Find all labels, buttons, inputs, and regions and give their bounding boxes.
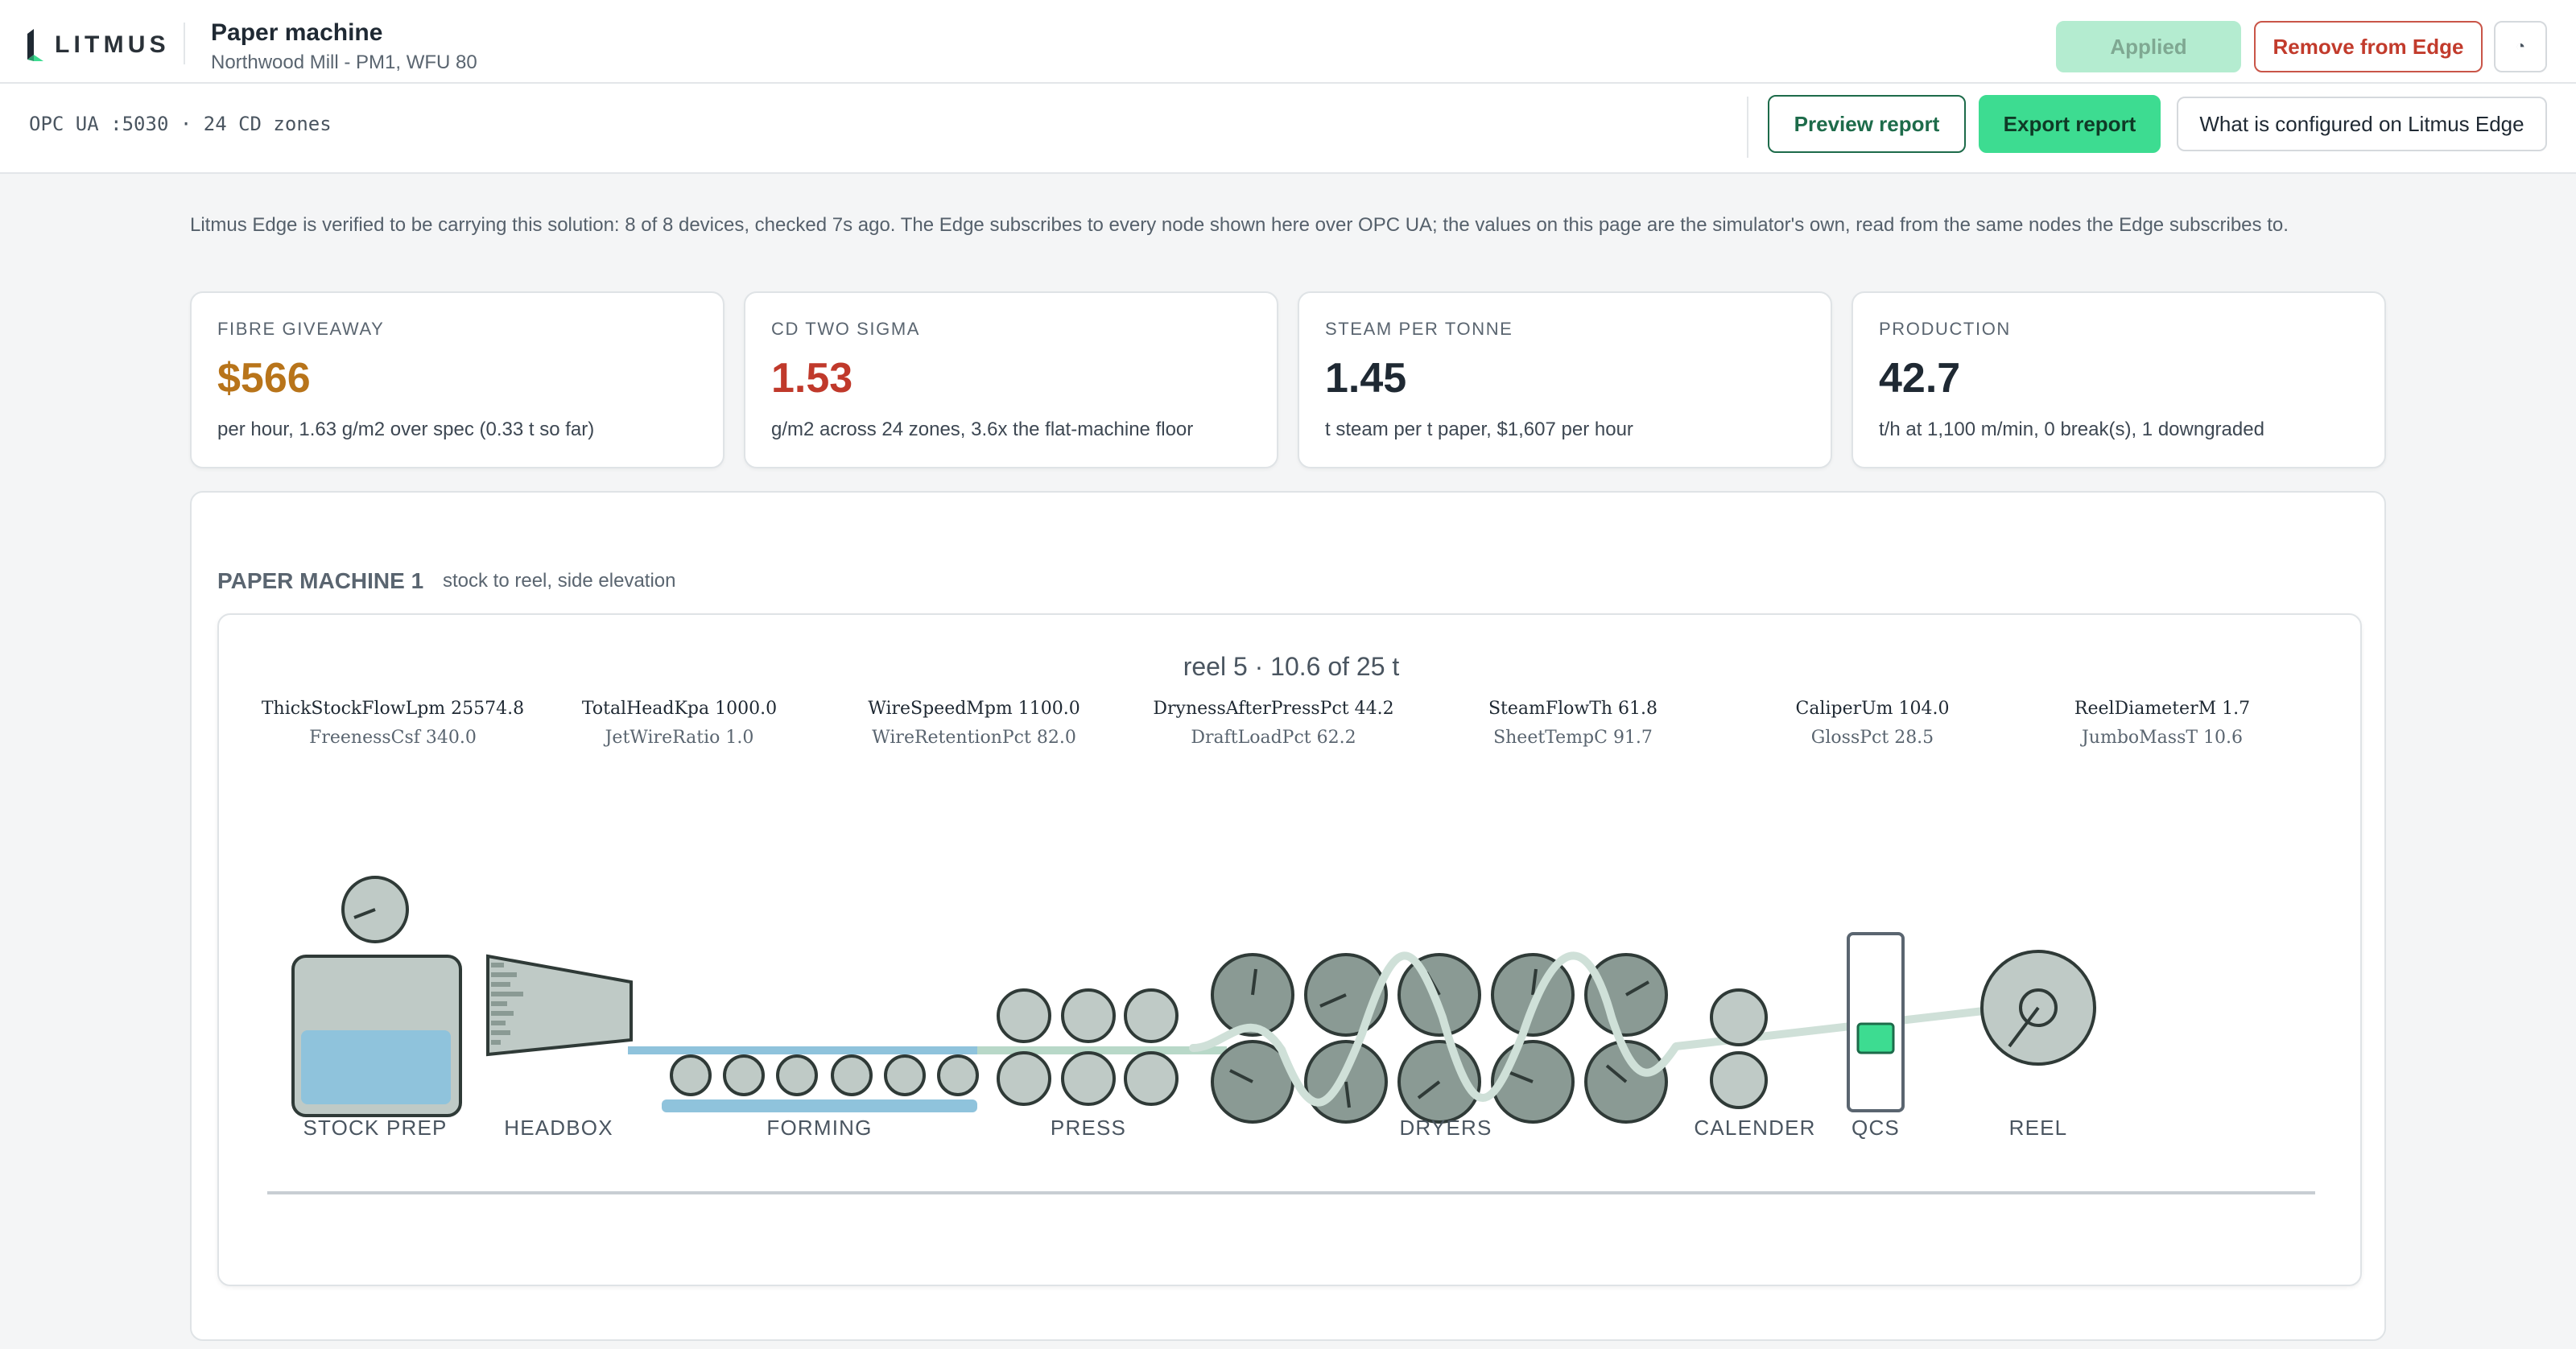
tag-draft-load: DraftLoadPct 62.2 xyxy=(1191,728,1356,748)
section-subtitle: stock to reel, side elevation xyxy=(443,570,676,592)
divider xyxy=(184,23,185,64)
tag-wire-retention: WireRetentionPct 82.0 xyxy=(872,728,1076,748)
stock-prep-unit[interactable] xyxy=(291,876,462,1117)
kpi-card-steam-per-tonne: STEAM PER TONNE 1.45 t steam per t paper… xyxy=(1298,291,1832,468)
stage-label-forming: FORMING xyxy=(766,1116,873,1140)
paper-machine-panel: PAPER MACHINE 1 stock to reel, side elev… xyxy=(190,491,2386,1341)
kpi-label: PRODUCTION xyxy=(1879,319,2011,339)
stage-label-reel: REEL xyxy=(2008,1116,2068,1140)
kpi-value: 42.7 xyxy=(1879,355,1961,402)
kpi-label: CD TWO SIGMA xyxy=(771,319,921,339)
reel-unit[interactable] xyxy=(1980,950,2096,1066)
stage-label-headbox: HEADBOX xyxy=(504,1116,613,1140)
tag-jet-wire-ratio: JetWireRatio 1.0 xyxy=(605,728,754,748)
kpi-value: $566 xyxy=(217,355,311,402)
stage-label-press: PRESS xyxy=(1050,1116,1127,1140)
half-circle-icon: ◔ xyxy=(2515,37,2526,56)
tag-steam-flow: SteamFlowTh 61.8 xyxy=(1488,699,1658,719)
kpi-description: per hour, 1.63 g/m2 over spec (0.33 t so… xyxy=(217,419,595,440)
toolbar: OPC UA :5030 · 24 CD zones Preview repor… xyxy=(0,84,2576,174)
divider xyxy=(1747,97,1748,158)
preview-report-button[interactable]: Preview report xyxy=(1768,95,1966,153)
export-report-button[interactable]: Export report xyxy=(1979,95,2161,153)
edge-config-button[interactable]: What is configured on Litmus Edge xyxy=(2177,97,2547,151)
kpi-description: g/m2 across 24 zones, 3.6x the flat-mach… xyxy=(771,419,1194,440)
connection-info: OPC UA :5030 · 24 CD zones xyxy=(29,113,332,135)
litmus-logo[interactable]: LITMUS xyxy=(26,27,170,63)
tag-reel-diameter: ReelDiameterM 1.7 xyxy=(2074,699,2251,719)
kpi-card-fibre-giveaway: FIBRE GIVEAWAY $566 per hour, 1.63 g/m2 … xyxy=(190,291,724,468)
kpi-card-production: PRODUCTION 42.7 t/h at 1,100 m/min, 0 br… xyxy=(1852,291,2386,468)
kpi-label: FIBRE GIVEAWAY xyxy=(217,319,385,339)
tag-sheet-temp: SheetTempC 91.7 xyxy=(1493,728,1653,748)
litmus-logo-icon xyxy=(27,29,43,61)
remove-from-edge-button[interactable]: Remove from Edge xyxy=(2254,21,2483,72)
machine-diagram-svg xyxy=(267,876,2315,1194)
kpi-description: t/h at 1,100 m/min, 0 break(s), 1 downgr… xyxy=(1879,419,2264,440)
tag-caliper: CaliperUm 104.0 xyxy=(1795,699,1950,719)
tag-dryness-after-press: DrynessAfterPressPct 44.2 xyxy=(1153,699,1394,719)
reel-status: reel 5 · 10.6 of 25 t xyxy=(1183,652,1400,681)
qcs-scanner[interactable] xyxy=(1847,932,1905,1112)
section-title: PAPER MACHINE 1 xyxy=(217,568,424,593)
tag-wire-speed: WireSpeedMpm 1100.0 xyxy=(868,699,1080,719)
headbox-unit[interactable] xyxy=(486,954,633,1057)
tag-total-head: TotalHeadKpa 1000.0 xyxy=(581,699,778,719)
kpi-description: t steam per t paper, $1,607 per hour xyxy=(1325,419,1633,440)
stage-label-stock-prep: STOCK PREP xyxy=(303,1116,448,1140)
kpi-label: STEAM PER TONNE xyxy=(1325,319,1513,339)
theme-toggle-button[interactable]: ◔ xyxy=(2494,21,2547,72)
dryer-section[interactable] xyxy=(1189,951,1680,1124)
machine-diagram: reel 5 · 10.6 of 25 t ThickStockFlowLpm … xyxy=(217,613,2362,1286)
tag-jumbo-mass: JumboMassT 10.6 xyxy=(2081,728,2244,748)
top-bar: LITMUS Paper machine Northwood Mill - PM… xyxy=(0,0,2576,84)
forming-section[interactable] xyxy=(628,1046,979,1112)
stage-label-dryers: DRYERS xyxy=(1399,1116,1492,1140)
tag-thick-stock-flow: ThickStockFlowLpm 25574.8 xyxy=(261,699,525,719)
stage-label-qcs: QCS xyxy=(1852,1116,1900,1140)
press-section[interactable] xyxy=(977,988,1227,1106)
page-subtitle: Northwood Mill - PM1, WFU 80 xyxy=(211,52,477,73)
page-title: Paper machine xyxy=(211,19,383,46)
tag-freeness: FreenessCsf 340.0 xyxy=(309,728,477,748)
kpi-value: 1.53 xyxy=(771,355,853,402)
kpi-value: 1.45 xyxy=(1325,355,1407,402)
verification-notice: Litmus Edge is verified to be carrying t… xyxy=(190,214,2289,236)
tag-gloss: GlossPct 28.5 xyxy=(1810,728,1934,748)
applied-button[interactable]: Applied xyxy=(2056,21,2241,72)
kpi-card-cd-two-sigma: CD TWO SIGMA 1.53 g/m2 across 24 zones, … xyxy=(744,291,1278,468)
stage-label-calender: CALENDER xyxy=(1694,1116,1816,1140)
logo-text: LITMUS xyxy=(55,31,170,58)
